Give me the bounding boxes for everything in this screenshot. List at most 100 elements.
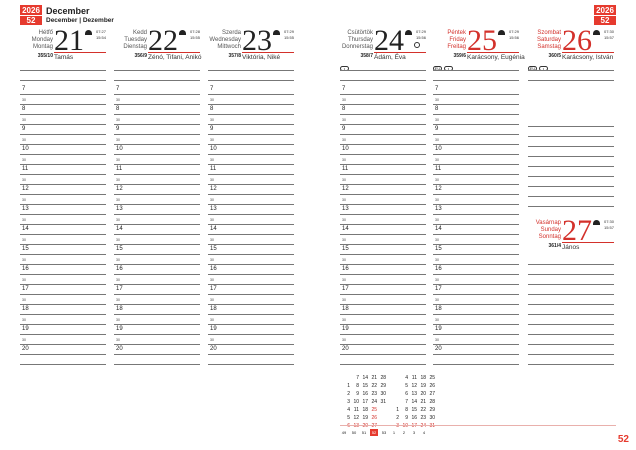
write-line[interactable]: [528, 264, 614, 265]
write-line[interactable]: [208, 134, 294, 135]
write-line[interactable]: [433, 154, 519, 155]
write-line[interactable]: [20, 254, 106, 255]
write-line[interactable]: [528, 344, 614, 345]
write-line[interactable]: [114, 204, 200, 205]
write-line[interactable]: [208, 114, 294, 115]
write-line[interactable]: [340, 334, 426, 335]
write-line[interactable]: [208, 224, 294, 225]
write-line[interactable]: [340, 214, 426, 215]
write-line[interactable]: [433, 244, 519, 245]
write-line[interactable]: [114, 324, 200, 325]
write-line[interactable]: [20, 234, 106, 235]
write-line[interactable]: [528, 324, 614, 325]
write-line[interactable]: [340, 264, 426, 265]
write-line[interactable]: [340, 94, 426, 95]
write-line[interactable]: [528, 304, 614, 305]
write-line[interactable]: [340, 254, 426, 255]
write-line[interactable]: [208, 144, 294, 145]
write-line[interactable]: [20, 244, 106, 245]
write-line[interactable]: [208, 264, 294, 265]
write-line[interactable]: [208, 284, 294, 285]
write-line[interactable]: [114, 164, 200, 165]
write-line[interactable]: [20, 314, 106, 315]
write-line[interactable]: [114, 174, 200, 175]
write-line[interactable]: [340, 194, 426, 195]
write-line[interactable]: [20, 104, 106, 105]
write-line[interactable]: [340, 224, 426, 225]
write-line[interactable]: [433, 184, 519, 185]
write-line[interactable]: [114, 264, 200, 265]
write-line[interactable]: [528, 146, 614, 147]
write-line[interactable]: [114, 244, 200, 245]
write-line[interactable]: [340, 154, 426, 155]
write-line[interactable]: [208, 274, 294, 275]
write-line[interactable]: [208, 334, 294, 335]
write-line[interactable]: [340, 354, 426, 355]
write-line[interactable]: [20, 194, 106, 195]
write-line[interactable]: [208, 254, 294, 255]
write-line[interactable]: [208, 204, 294, 205]
write-line[interactable]: [340, 174, 426, 175]
write-line[interactable]: [114, 284, 200, 285]
write-line[interactable]: [20, 264, 106, 265]
write-line[interactable]: [340, 234, 426, 235]
write-line[interactable]: [114, 224, 200, 225]
write-line[interactable]: [528, 284, 614, 285]
write-line[interactable]: [528, 334, 614, 335]
write-line[interactable]: [208, 184, 294, 185]
write-line[interactable]: [20, 204, 106, 205]
write-line[interactable]: [20, 134, 106, 135]
write-line[interactable]: [208, 364, 294, 365]
write-line[interactable]: [528, 136, 614, 137]
write-line[interactable]: [20, 354, 106, 355]
write-line[interactable]: [433, 364, 519, 365]
write-line[interactable]: [433, 124, 519, 125]
write-line[interactable]: [340, 104, 426, 105]
write-line[interactable]: [340, 184, 426, 185]
write-line[interactable]: [208, 154, 294, 155]
write-line[interactable]: [208, 104, 294, 105]
write-line[interactable]: [433, 334, 519, 335]
write-line[interactable]: [20, 334, 106, 335]
write-line[interactable]: [208, 234, 294, 235]
write-line[interactable]: [20, 94, 106, 95]
write-line[interactable]: [340, 274, 426, 275]
write-line[interactable]: [114, 104, 200, 105]
write-line[interactable]: [208, 314, 294, 315]
write-line[interactable]: [340, 304, 426, 305]
write-line[interactable]: [208, 94, 294, 95]
write-line[interactable]: [340, 314, 426, 315]
write-line[interactable]: [114, 144, 200, 145]
write-line[interactable]: [340, 164, 426, 165]
write-line[interactable]: [340, 294, 426, 295]
write-line[interactable]: [208, 164, 294, 165]
write-line[interactable]: [340, 364, 426, 365]
write-line[interactable]: [114, 234, 200, 235]
write-line[interactable]: [114, 294, 200, 295]
write-line[interactable]: [20, 324, 106, 325]
write-line[interactable]: [528, 206, 614, 207]
write-line[interactable]: [528, 354, 614, 355]
write-line[interactable]: [433, 104, 519, 105]
write-line[interactable]: [433, 344, 519, 345]
write-line[interactable]: [528, 176, 614, 177]
write-line[interactable]: [20, 364, 106, 365]
write-line[interactable]: [528, 294, 614, 295]
write-line[interactable]: [340, 204, 426, 205]
write-line[interactable]: [208, 324, 294, 325]
write-line[interactable]: [433, 214, 519, 215]
write-line[interactable]: [433, 254, 519, 255]
write-line[interactable]: [433, 304, 519, 305]
write-line[interactable]: [433, 144, 519, 145]
write-line[interactable]: [20, 114, 106, 115]
write-line[interactable]: [208, 304, 294, 305]
write-line[interactable]: [340, 144, 426, 145]
write-line[interactable]: [433, 194, 519, 195]
write-line[interactable]: [114, 304, 200, 305]
write-line[interactable]: [433, 314, 519, 315]
write-line[interactable]: [433, 94, 519, 95]
write-line[interactable]: [20, 144, 106, 145]
write-line[interactable]: [208, 174, 294, 175]
write-line[interactable]: [528, 196, 614, 197]
write-line[interactable]: [433, 264, 519, 265]
